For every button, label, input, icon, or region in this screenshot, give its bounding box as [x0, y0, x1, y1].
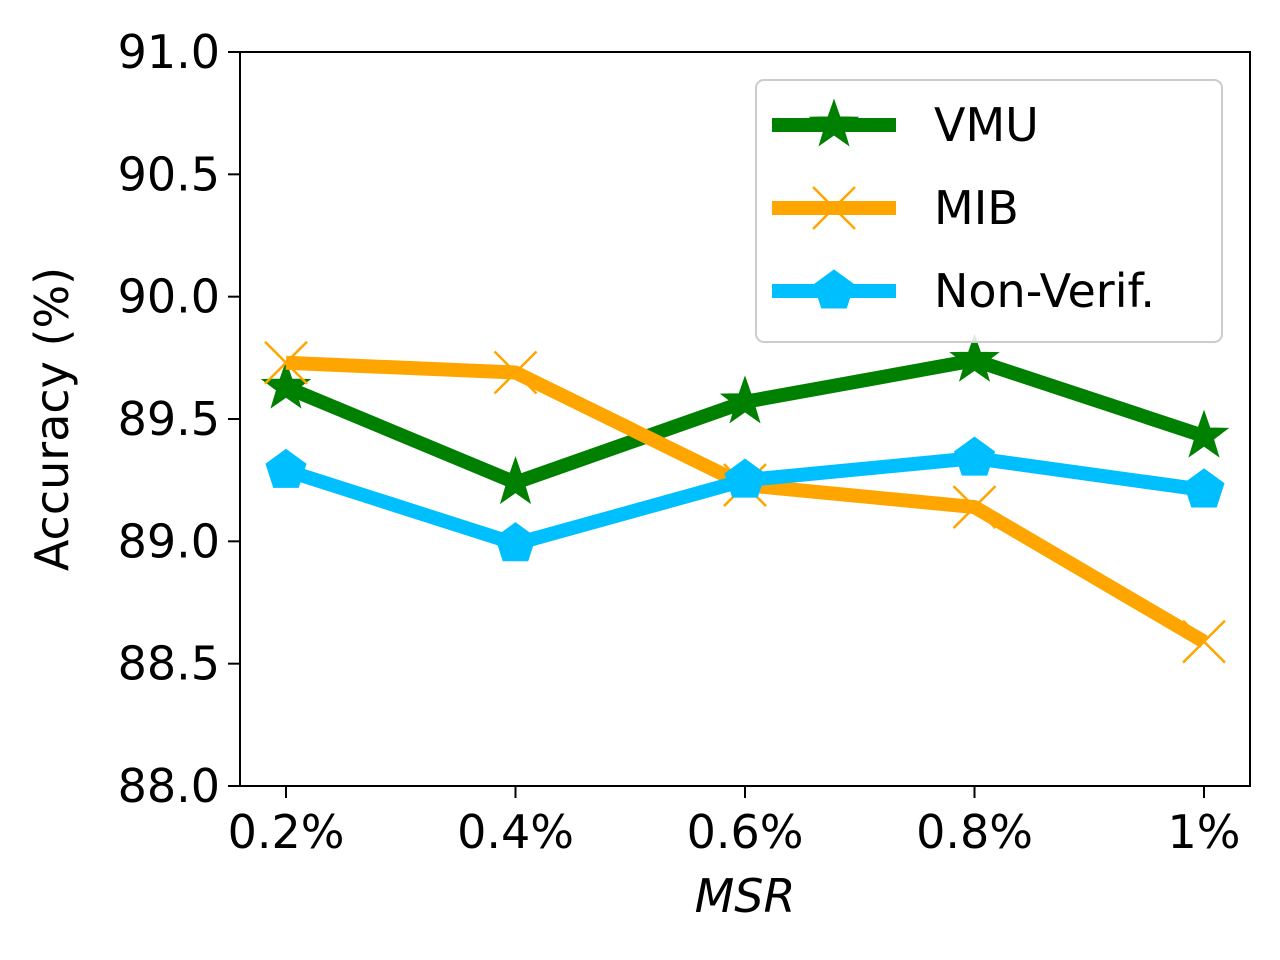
point-vmu-2 [719, 375, 771, 424]
point-non-verif-1 [494, 522, 537, 562]
series-vmu [260, 333, 1230, 505]
point-mib-0 [264, 340, 308, 385]
y-tick-label-6: 91.0 [118, 25, 220, 79]
point-vmu-3 [949, 333, 1000, 382]
legend-marker-vmu [808, 98, 860, 147]
point-mib-4 [1182, 619, 1226, 664]
y-tick-label-3: 89.5 [118, 392, 220, 446]
legend-label-mib: MIB [934, 181, 1019, 235]
legend-marker-mib [812, 186, 856, 230]
point-vmu-1 [490, 456, 541, 505]
legend-label-non-verif: Non-Verif. [934, 264, 1155, 318]
y-tick-label-0: 88.0 [118, 759, 220, 813]
x-tick-label-1: 0.4% [457, 805, 574, 859]
point-non-verif-4 [1183, 468, 1225, 508]
point-mib-4-stroke-b [1182, 619, 1226, 664]
x-tick-label-2: 0.6% [687, 805, 804, 859]
y-tick-label-5: 90.5 [118, 147, 220, 201]
point-mib-1 [493, 350, 538, 395]
ticks-layer: 88.0 88.5 89.0 89.5 90.0 90.5 91.0 0.2% 0.4% 0.6%… [118, 25, 1241, 859]
y-tick-label-4: 90.0 [118, 270, 220, 324]
y-tick-label-1: 88.5 [118, 637, 220, 691]
x-tick-label-0: 0.2% [228, 805, 345, 859]
legend: VMU MIB Non-Verif. [755, 79, 1223, 343]
point-mib-3-stroke-b [952, 485, 997, 529]
y-axis-title: Accuracy (%) [25, 267, 79, 571]
legend-marker-non-verif [813, 269, 855, 309]
point-vmu-4 [1178, 409, 1230, 458]
legend-box [755, 79, 1223, 343]
point-mib-0-stroke-b [264, 340, 308, 385]
point-mib-1-stroke-b [493, 350, 538, 395]
series-layer [260, 333, 1230, 664]
x-tick-label-3: 0.8% [916, 805, 1033, 859]
x-axis-title: MSR [695, 869, 796, 923]
legend-label-vmu: VMU [934, 98, 1039, 152]
point-non-verif-3 [953, 436, 996, 476]
point-non-verif-2 [724, 458, 766, 498]
x-tick-label-4: 1% [1168, 805, 1241, 859]
series-non-verif [265, 436, 1225, 562]
legend-marker-mib-stroke-b [812, 186, 856, 230]
point-non-verif-0 [265, 448, 307, 488]
y-tick-label-2: 89.0 [118, 514, 220, 568]
point-mib-3 [952, 485, 997, 529]
